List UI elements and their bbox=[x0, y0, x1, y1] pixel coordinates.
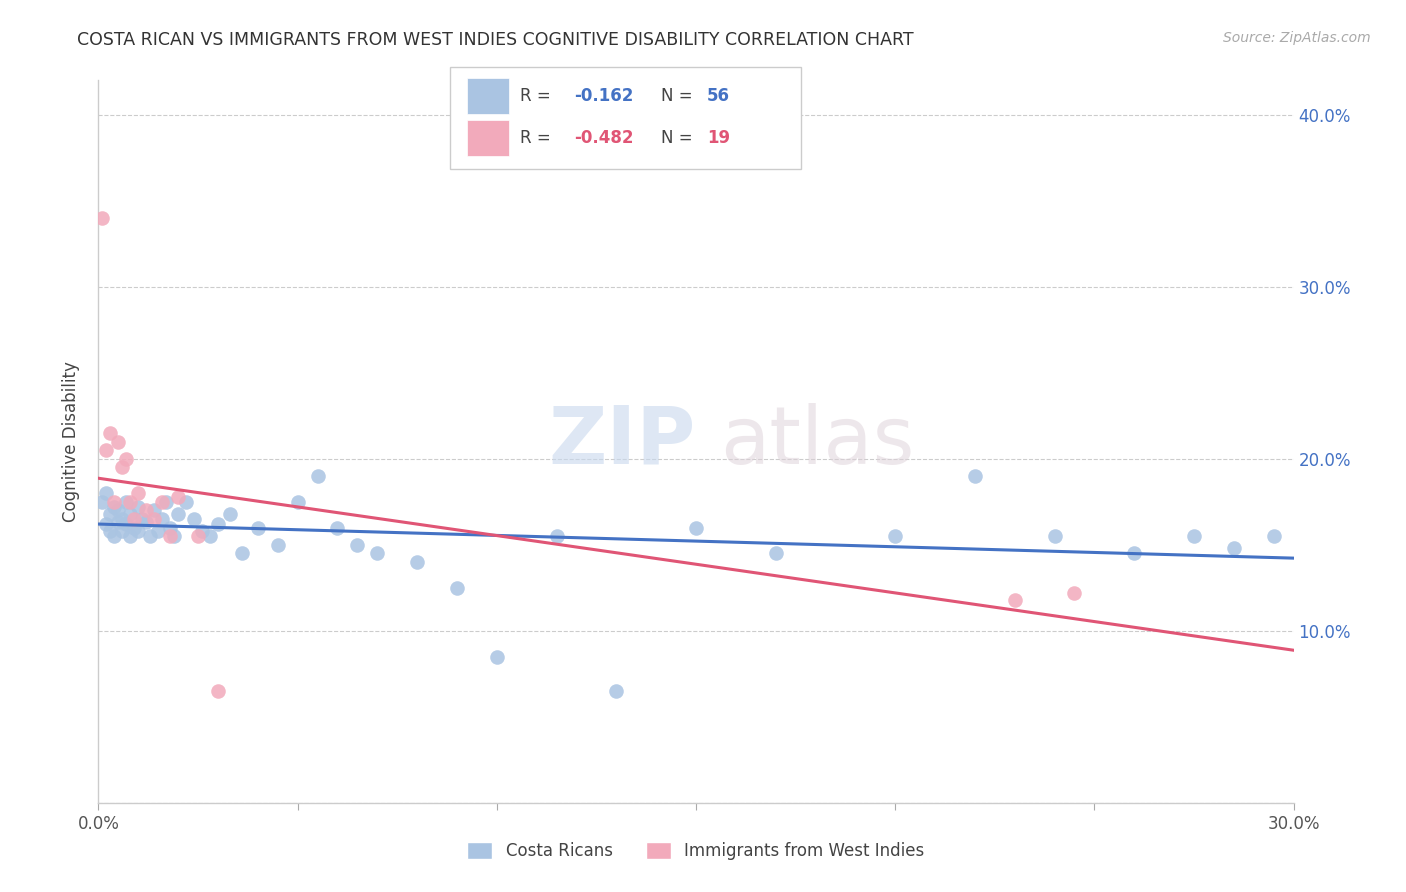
FancyBboxPatch shape bbox=[450, 67, 801, 169]
Text: N =: N = bbox=[661, 87, 697, 105]
Point bbox=[150, 512, 173, 526]
Point bbox=[150, 494, 173, 508]
Text: ZIP: ZIP bbox=[548, 402, 696, 481]
Point bbox=[155, 494, 177, 508]
Point bbox=[366, 546, 388, 560]
Point bbox=[107, 503, 129, 517]
Point bbox=[884, 529, 907, 543]
Point bbox=[135, 516, 157, 530]
FancyBboxPatch shape bbox=[467, 78, 509, 114]
Point bbox=[96, 517, 118, 532]
Text: R =: R = bbox=[520, 87, 557, 105]
Point bbox=[127, 486, 149, 500]
Point bbox=[98, 507, 122, 521]
Point bbox=[326, 520, 349, 534]
Text: N =: N = bbox=[661, 129, 697, 147]
Point bbox=[207, 684, 229, 698]
Text: Source: ZipAtlas.com: Source: ZipAtlas.com bbox=[1223, 31, 1371, 45]
Point bbox=[1043, 529, 1066, 543]
Text: -0.162: -0.162 bbox=[574, 87, 633, 105]
Point bbox=[91, 494, 114, 508]
Point bbox=[127, 500, 149, 514]
Point bbox=[191, 524, 214, 538]
Point bbox=[1004, 592, 1026, 607]
Point bbox=[139, 529, 162, 543]
Point bbox=[111, 512, 134, 526]
Legend: Costa Ricans, Immigrants from West Indies: Costa Ricans, Immigrants from West Indie… bbox=[461, 835, 931, 867]
Point bbox=[1063, 586, 1085, 600]
Text: atlas: atlas bbox=[720, 402, 914, 481]
Point bbox=[120, 529, 142, 543]
Point bbox=[159, 520, 181, 534]
Point bbox=[115, 451, 138, 466]
Text: 56: 56 bbox=[707, 87, 730, 105]
Point bbox=[111, 524, 134, 538]
Point bbox=[131, 512, 153, 526]
Point bbox=[98, 425, 122, 440]
Point bbox=[1182, 529, 1205, 543]
Point bbox=[167, 507, 190, 521]
Point bbox=[183, 512, 205, 526]
Point bbox=[287, 494, 309, 508]
Text: R =: R = bbox=[520, 129, 557, 147]
Point bbox=[120, 494, 142, 508]
Point bbox=[1223, 541, 1246, 556]
Point bbox=[1263, 529, 1285, 543]
Point bbox=[963, 469, 986, 483]
Text: COSTA RICAN VS IMMIGRANTS FROM WEST INDIES COGNITIVE DISABILITY CORRELATION CHAR: COSTA RICAN VS IMMIGRANTS FROM WEST INDI… bbox=[77, 31, 914, 49]
Point bbox=[174, 494, 197, 508]
Point bbox=[107, 516, 129, 530]
Point bbox=[406, 555, 429, 569]
FancyBboxPatch shape bbox=[467, 120, 509, 156]
Point bbox=[346, 538, 368, 552]
Point bbox=[91, 211, 114, 225]
Point bbox=[605, 684, 627, 698]
Y-axis label: Cognitive Disability: Cognitive Disability bbox=[62, 361, 80, 522]
Point bbox=[103, 500, 125, 514]
Point bbox=[120, 507, 142, 521]
Point bbox=[148, 524, 170, 538]
Point bbox=[246, 520, 269, 534]
Point bbox=[546, 529, 568, 543]
Point bbox=[163, 529, 186, 543]
Point bbox=[115, 517, 138, 532]
Text: 19: 19 bbox=[707, 129, 730, 147]
Point bbox=[765, 546, 787, 560]
Point bbox=[207, 517, 229, 532]
Point bbox=[111, 460, 134, 475]
Point bbox=[187, 529, 209, 543]
Point bbox=[446, 581, 468, 595]
Point bbox=[307, 469, 329, 483]
Point bbox=[143, 512, 166, 526]
Point bbox=[124, 520, 146, 534]
Point bbox=[485, 649, 508, 664]
Point bbox=[96, 486, 118, 500]
Point bbox=[135, 503, 157, 517]
Point bbox=[127, 524, 149, 538]
Point bbox=[98, 524, 122, 538]
Text: -0.482: -0.482 bbox=[574, 129, 633, 147]
Point bbox=[167, 490, 190, 504]
Point bbox=[103, 529, 125, 543]
Point bbox=[124, 512, 146, 526]
Point bbox=[219, 507, 242, 521]
Point bbox=[96, 443, 118, 458]
Point bbox=[143, 503, 166, 517]
Point bbox=[685, 520, 707, 534]
Point bbox=[159, 529, 181, 543]
Point bbox=[115, 494, 138, 508]
Point bbox=[267, 538, 290, 552]
Point bbox=[198, 529, 221, 543]
Point bbox=[231, 546, 253, 560]
Point bbox=[103, 494, 125, 508]
Point bbox=[1123, 546, 1146, 560]
Point bbox=[107, 434, 129, 449]
